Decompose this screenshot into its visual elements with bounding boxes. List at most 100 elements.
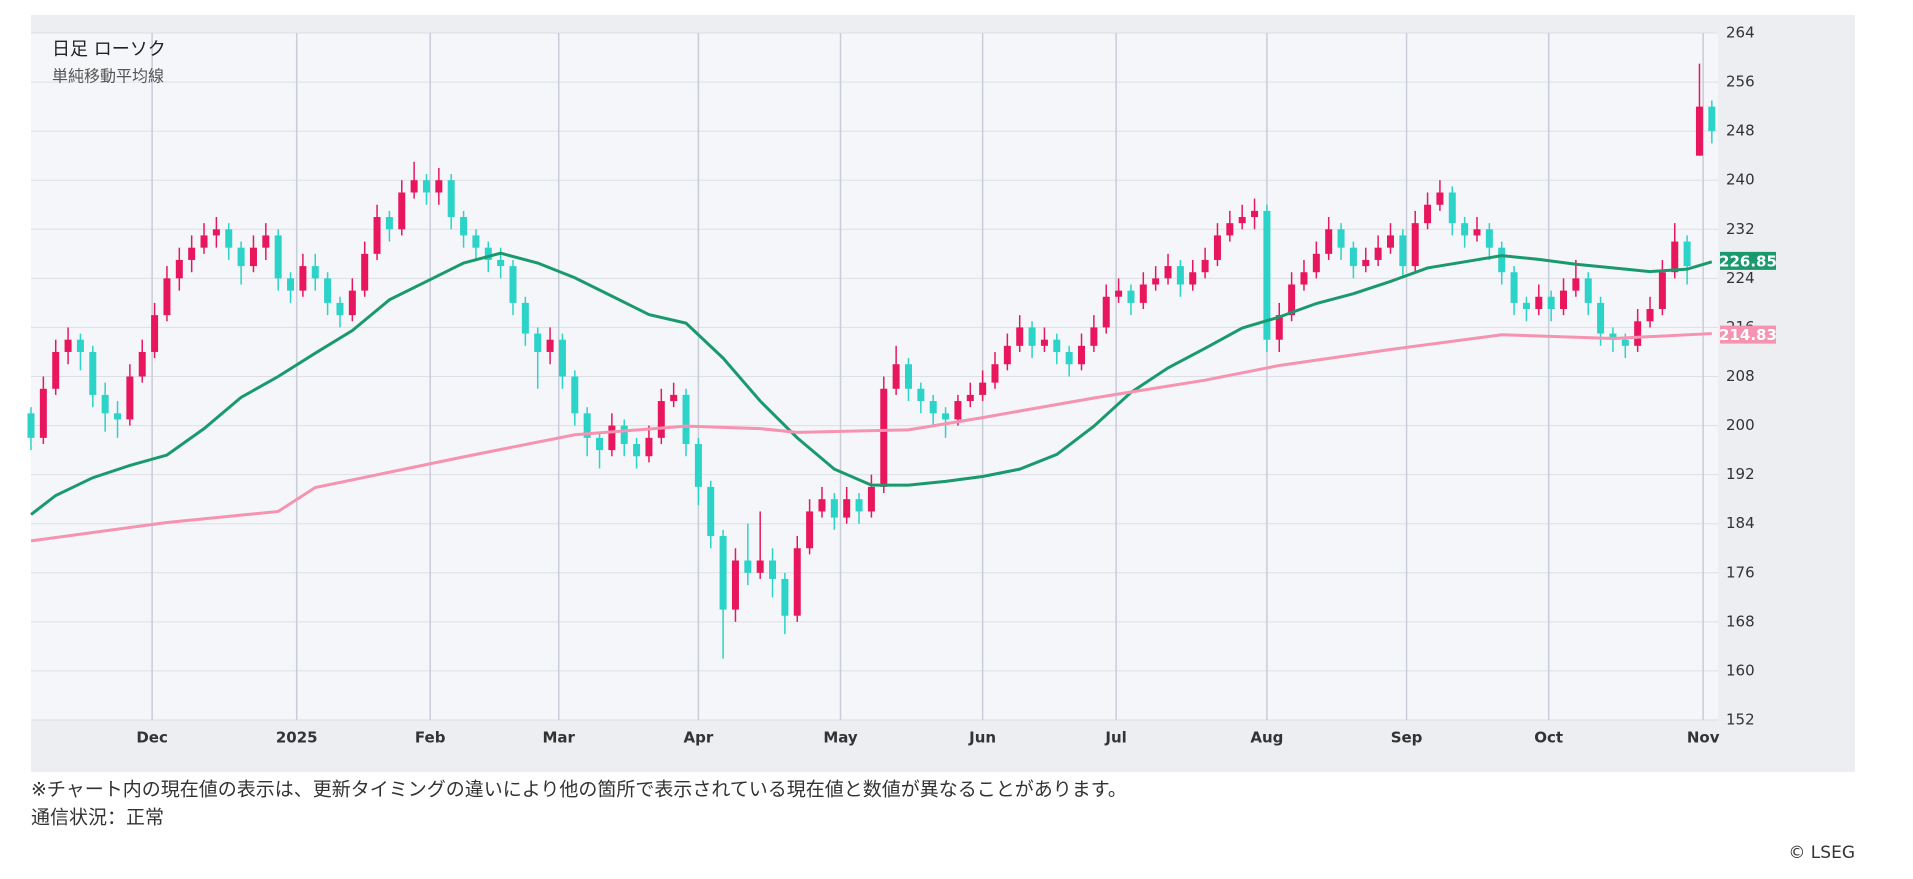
candle-body bbox=[435, 180, 443, 193]
candle-body bbox=[670, 394, 678, 402]
candle-body bbox=[311, 266, 319, 279]
x-tick-label: Nov bbox=[1687, 729, 1720, 747]
candle-body bbox=[1609, 333, 1617, 340]
last-value-box bbox=[1720, 251, 1776, 270]
y-tick-label: 184 bbox=[1726, 514, 1755, 532]
candle-body bbox=[1498, 247, 1506, 273]
candle-body bbox=[114, 413, 122, 420]
candle-body bbox=[138, 351, 146, 377]
candle-body bbox=[793, 548, 801, 616]
candle-body bbox=[892, 364, 900, 389]
candle-body bbox=[76, 339, 84, 352]
x-tick-label: Feb bbox=[415, 729, 446, 747]
candle-body bbox=[608, 425, 616, 451]
last-value-label: 226.85 bbox=[1719, 252, 1777, 270]
y-tick-label: 256 bbox=[1726, 73, 1755, 91]
x-tick-label: Jul bbox=[1104, 729, 1126, 747]
candle-body bbox=[422, 180, 430, 193]
x-tick-label: Oct bbox=[1534, 729, 1563, 747]
candle-body bbox=[521, 302, 529, 334]
candle-body bbox=[596, 437, 604, 451]
candle-body bbox=[806, 511, 814, 549]
x-tick-label: May bbox=[823, 729, 858, 747]
candle-body bbox=[1201, 259, 1209, 273]
candle-body bbox=[830, 499, 838, 518]
footer-status: 通信状況：正常 bbox=[31, 807, 164, 829]
y-tick-label: 232 bbox=[1726, 220, 1755, 238]
moving-average-line bbox=[30, 251, 1713, 516]
candle-body bbox=[212, 229, 220, 236]
candle-body bbox=[1510, 272, 1518, 303]
x-tick-label: Dec bbox=[136, 729, 168, 747]
candle-body bbox=[991, 364, 999, 383]
y-tick-label: 264 bbox=[1726, 24, 1755, 42]
candle-body bbox=[1473, 229, 1481, 236]
candle-body bbox=[1572, 278, 1580, 291]
candle-body bbox=[1127, 290, 1135, 303]
candle-body bbox=[1634, 321, 1642, 346]
candle-body bbox=[1349, 247, 1357, 267]
last-value-label: 214.83 bbox=[1719, 326, 1777, 344]
candle-body bbox=[126, 376, 134, 420]
candle-body bbox=[843, 499, 851, 518]
candle-body bbox=[447, 180, 455, 218]
candle-body bbox=[694, 443, 702, 487]
candle-body bbox=[1522, 302, 1530, 310]
candle-body bbox=[1053, 339, 1061, 352]
candle-body bbox=[1337, 229, 1345, 248]
candle-body bbox=[188, 247, 196, 260]
candle-body bbox=[52, 351, 60, 389]
candle-body bbox=[1374, 247, 1382, 260]
candle-body bbox=[1708, 106, 1716, 132]
candle-body bbox=[410, 180, 418, 193]
candle-body bbox=[64, 339, 72, 352]
candle-body bbox=[1090, 327, 1098, 346]
candle-body bbox=[1621, 339, 1629, 346]
candle-body bbox=[39, 388, 47, 438]
candle-body bbox=[1226, 223, 1234, 236]
candle-body bbox=[1386, 235, 1394, 248]
candle-body bbox=[1139, 284, 1147, 303]
y-tick-label: 240 bbox=[1726, 171, 1755, 189]
candle-body bbox=[1695, 106, 1703, 156]
footer-note: ※チャート内の現在値の表示は、更新タイミングの違いにより他の箇所で表示されている… bbox=[31, 779, 1127, 801]
candle-body bbox=[1003, 345, 1011, 365]
candle-body bbox=[781, 578, 789, 616]
last-value-box bbox=[1720, 325, 1776, 344]
candle-body bbox=[1065, 351, 1073, 365]
candle-body bbox=[385, 217, 393, 230]
candle-body bbox=[1102, 296, 1110, 328]
candle-body bbox=[657, 401, 665, 438]
x-tick-label: Sep bbox=[1391, 729, 1423, 747]
candle-body bbox=[645, 437, 653, 457]
candle-body bbox=[769, 560, 777, 579]
candle-body bbox=[1238, 217, 1246, 224]
candle-body bbox=[731, 560, 739, 610]
candle-body bbox=[633, 443, 641, 457]
y-tick-label: 208 bbox=[1726, 367, 1755, 385]
candle-body bbox=[163, 278, 171, 316]
y-tick-label: 200 bbox=[1726, 416, 1755, 434]
candle-body bbox=[497, 259, 505, 267]
candle-body bbox=[1300, 272, 1308, 285]
candle-body bbox=[744, 560, 752, 573]
candle-body bbox=[620, 425, 628, 444]
candle-body bbox=[336, 302, 344, 316]
candle-body bbox=[929, 401, 937, 414]
candle-body bbox=[1115, 290, 1123, 297]
candle-body bbox=[373, 217, 381, 254]
candle-body bbox=[299, 266, 307, 291]
candle-body bbox=[361, 253, 369, 291]
candle-body bbox=[1399, 235, 1407, 267]
candle-body bbox=[1016, 327, 1024, 346]
candle-body bbox=[1251, 210, 1259, 218]
marks bbox=[27, 63, 1716, 659]
candle-body bbox=[954, 401, 962, 420]
y-tick-label: 152 bbox=[1726, 711, 1755, 729]
candle-body bbox=[756, 560, 764, 573]
candle-body bbox=[682, 394, 690, 444]
x-tick-label: Aug bbox=[1250, 729, 1283, 747]
candle-body bbox=[1424, 204, 1432, 224]
candle-body bbox=[1461, 223, 1469, 236]
